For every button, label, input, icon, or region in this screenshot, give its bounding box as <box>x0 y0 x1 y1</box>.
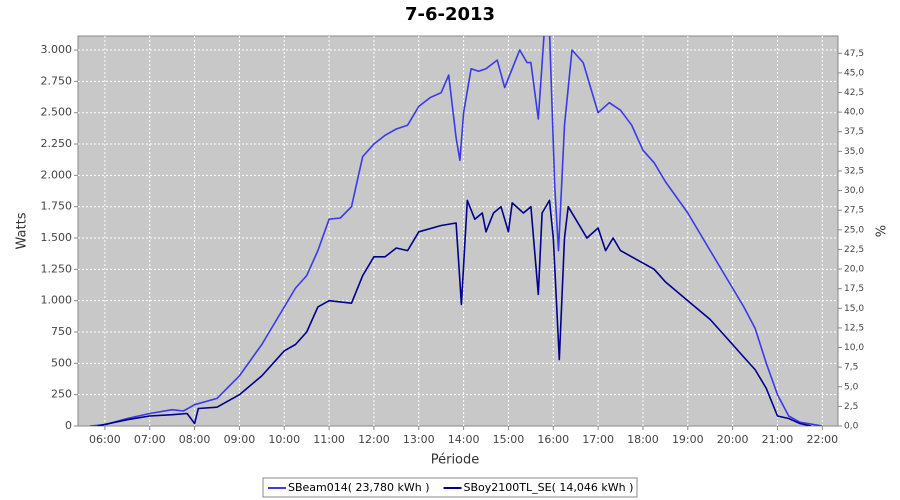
x-tick-label: 21:00 <box>762 433 794 446</box>
y2-axis-label: % <box>875 225 890 237</box>
y2-tick-label: 40,0 <box>844 108 864 118</box>
x-tick-label: 18:00 <box>627 433 659 446</box>
y2-tick-label: 20,0 <box>844 265 864 275</box>
y2-tick-label: 45,0 <box>844 68 864 78</box>
y2-tick-label: 32,5 <box>844 166 864 176</box>
y2-tick-label: 7,5 <box>844 363 858 373</box>
plot-lines <box>89 36 823 426</box>
y-tick-label: 1.000 <box>41 294 73 307</box>
x-tick-label: 07:00 <box>134 433 166 446</box>
x-axis-label: Période <box>431 453 480 468</box>
y2-tick-label: 5,0 <box>844 382 859 392</box>
y-tick-label: 1.250 <box>41 262 73 275</box>
x-tick-label: 11:00 <box>313 433 345 446</box>
y2-tick-label: 2,5 <box>844 402 858 412</box>
y2-tick-label: 47,5 <box>844 49 864 59</box>
x-tick-label: 20:00 <box>717 433 749 446</box>
y-tick-label: 750 <box>51 325 72 338</box>
x-tick-label: 13:00 <box>403 433 435 446</box>
x-tick-label: 10:00 <box>268 433 300 446</box>
y-tick-label: 1.500 <box>41 231 73 244</box>
legend-label: SBeam014( 23,780 kWh ) <box>288 481 430 494</box>
chart-title: 7-6-2013 <box>405 4 495 25</box>
y2-tick-label: 17,5 <box>844 284 864 294</box>
y-tick-label: 500 <box>51 356 72 369</box>
y-tick-label: 2.750 <box>41 74 73 87</box>
x-tick-label: 09:00 <box>224 433 256 446</box>
y-tick-label: 250 <box>51 388 72 401</box>
y2-tick-label: 25,0 <box>844 225 864 235</box>
x-tick-label: 08:00 <box>179 433 211 446</box>
x-tick-label: 19:00 <box>672 433 704 446</box>
y-tick-label: 1.750 <box>41 200 73 213</box>
y2-tick-label: 10,0 <box>844 343 864 353</box>
y2-tick-label: 12,5 <box>844 323 864 333</box>
x-tick-label: 17:00 <box>582 433 614 446</box>
x-tick-label: 22:00 <box>806 433 838 446</box>
y2-tick-label: 35,0 <box>844 147 864 157</box>
y2-tick-label: 0,0 <box>844 422 859 432</box>
series-line <box>97 199 812 426</box>
plot-area <box>77 35 839 427</box>
x-tick-label: 14:00 <box>448 433 480 446</box>
x-tick-label: 06:00 <box>89 433 121 446</box>
x-tick-label: 16:00 <box>537 433 569 446</box>
y2-tick-label: 37,5 <box>844 127 864 137</box>
legend-label: SBoy2100TL_SE( 14,046 kWh ) <box>464 481 634 494</box>
y-tick-label: 3.000 <box>41 43 73 56</box>
y2-tick-label: 42,5 <box>844 88 864 98</box>
x-tick-label: 12:00 <box>358 433 390 446</box>
y-axis-label: Watts <box>15 212 30 249</box>
x-tick-label: 15:00 <box>493 433 525 446</box>
series-line <box>89 36 823 426</box>
y-tick-label: 2.250 <box>41 137 73 150</box>
y-tick-label: 2.000 <box>41 168 73 181</box>
y-tick-label: 2.500 <box>41 106 73 119</box>
y-tick-label: 0 <box>65 419 72 432</box>
y2-tick-label: 27,5 <box>844 206 864 216</box>
y2-tick-label: 15,0 <box>844 304 864 314</box>
y2-tick-label: 22,5 <box>844 245 864 255</box>
y2-tick-label: 30,0 <box>844 186 864 196</box>
